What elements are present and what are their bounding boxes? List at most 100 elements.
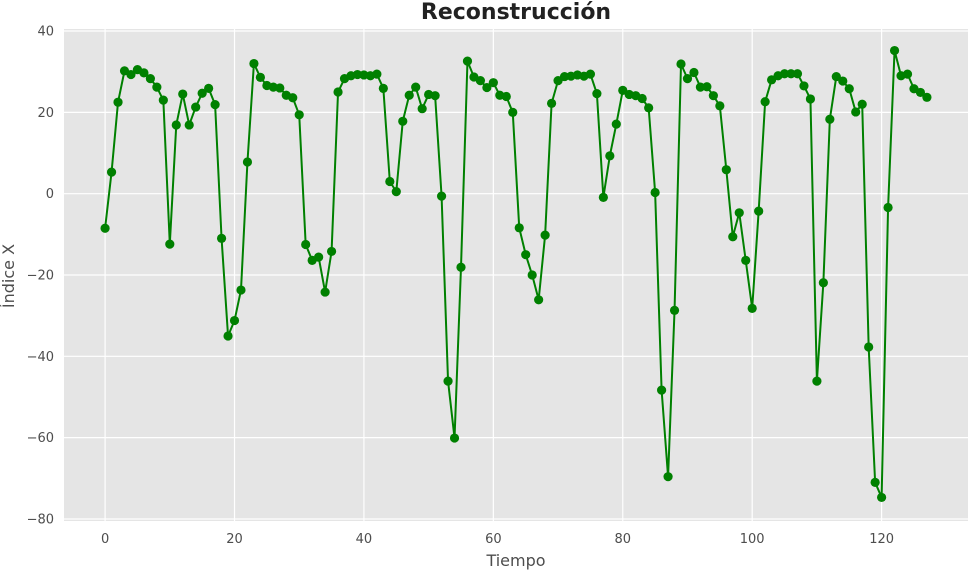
- x-tick-label: 0: [101, 532, 109, 547]
- data-point: [689, 67, 699, 78]
- data-point: [113, 97, 123, 107]
- data-point: [249, 58, 259, 69]
- data-point: [178, 89, 188, 99]
- data-point: [592, 89, 602, 99]
- data-point: [514, 223, 524, 233]
- series-layer: [100, 45, 932, 503]
- data-point: [372, 69, 382, 79]
- data-point: [799, 81, 809, 91]
- data-point: [657, 385, 667, 395]
- data-point: [805, 94, 816, 104]
- data-point: [779, 69, 790, 79]
- data-point: [650, 187, 660, 198]
- data-point: [598, 192, 608, 202]
- y-tick-label: −20: [27, 269, 54, 284]
- data-point: [385, 176, 395, 187]
- data-point: [786, 69, 796, 79]
- data-point: [546, 98, 557, 109]
- data-point: [333, 87, 343, 97]
- x-axis-label: Tiempo: [485, 551, 545, 570]
- x-tick-labels: 0 20 40 60 80 100 120: [101, 532, 894, 547]
- data-point: [857, 99, 867, 109]
- data-point: [831, 71, 841, 82]
- data-point: [191, 102, 201, 112]
- data-point: [488, 78, 498, 88]
- data-point: [663, 472, 673, 482]
- data-point: [216, 233, 227, 243]
- data-point: [417, 104, 427, 114]
- data-point: [456, 262, 466, 272]
- data-point: [145, 74, 155, 84]
- data-point: [223, 331, 233, 341]
- data-point: [126, 69, 136, 80]
- x-tick-label: 60: [485, 532, 502, 547]
- data-point: [275, 83, 285, 93]
- data-point: [611, 119, 621, 129]
- data-point: [475, 76, 486, 86]
- data-point: [521, 250, 531, 260]
- x-tick-label: 80: [614, 532, 631, 547]
- data-point: [411, 82, 421, 92]
- y-tick-label: −80: [27, 512, 54, 527]
- data-point: [378, 83, 388, 93]
- data-point: [171, 120, 181, 130]
- data-point: [669, 305, 680, 315]
- data-point: [585, 69, 596, 79]
- data-point: [741, 255, 751, 265]
- data-point: [844, 84, 854, 94]
- data-point: [527, 270, 537, 280]
- data-point: [197, 88, 207, 98]
- data-point: [851, 107, 861, 117]
- data-point: [314, 252, 324, 262]
- data-point: [605, 151, 615, 161]
- data-point: [715, 101, 725, 111]
- data-point: [255, 72, 265, 82]
- grid-lines: [64, 29, 968, 521]
- data-point: [100, 223, 110, 233]
- data-point: [404, 90, 414, 100]
- data-point: [294, 110, 304, 120]
- x-tick-label: 40: [356, 532, 373, 547]
- data-point: [391, 187, 401, 197]
- data-point: [301, 239, 311, 250]
- data-point: [236, 285, 246, 295]
- data-point: [436, 191, 447, 201]
- data-point: [889, 45, 900, 56]
- data-point: [540, 230, 550, 240]
- data-point: [430, 91, 440, 101]
- data-point: [229, 315, 240, 326]
- data-point: [870, 477, 880, 487]
- data-point: [915, 87, 926, 98]
- y-tick-label: 40: [37, 25, 54, 40]
- x-tick-label: 20: [226, 532, 243, 547]
- data-point: [501, 91, 511, 102]
- data-point: [462, 56, 473, 66]
- data-point: [106, 167, 117, 177]
- data-point: [204, 83, 214, 93]
- y-tick-label: −60: [27, 431, 54, 446]
- data-point: [721, 165, 731, 175]
- y-axis-label: Índice X: [0, 244, 18, 308]
- chart-title: Reconstrucción: [421, 0, 611, 25]
- data-point: [877, 492, 887, 503]
- data-point: [158, 95, 168, 105]
- data-point: [242, 157, 253, 167]
- data-point: [165, 239, 175, 249]
- data-point: [482, 82, 492, 93]
- data-point: [838, 76, 848, 86]
- data-point: [676, 59, 686, 69]
- data-point: [702, 82, 712, 92]
- data-point: [760, 97, 770, 107]
- data-point: [152, 82, 162, 92]
- data-point: [818, 278, 828, 288]
- data-point: [398, 116, 408, 126]
- data-point: [320, 287, 330, 297]
- data-point: [644, 103, 654, 113]
- data-point: [326, 246, 337, 257]
- y-tick-label: −40: [27, 350, 54, 365]
- data-point: [747, 303, 757, 313]
- y-tick-label: 0: [46, 187, 54, 202]
- data-point: [534, 295, 544, 305]
